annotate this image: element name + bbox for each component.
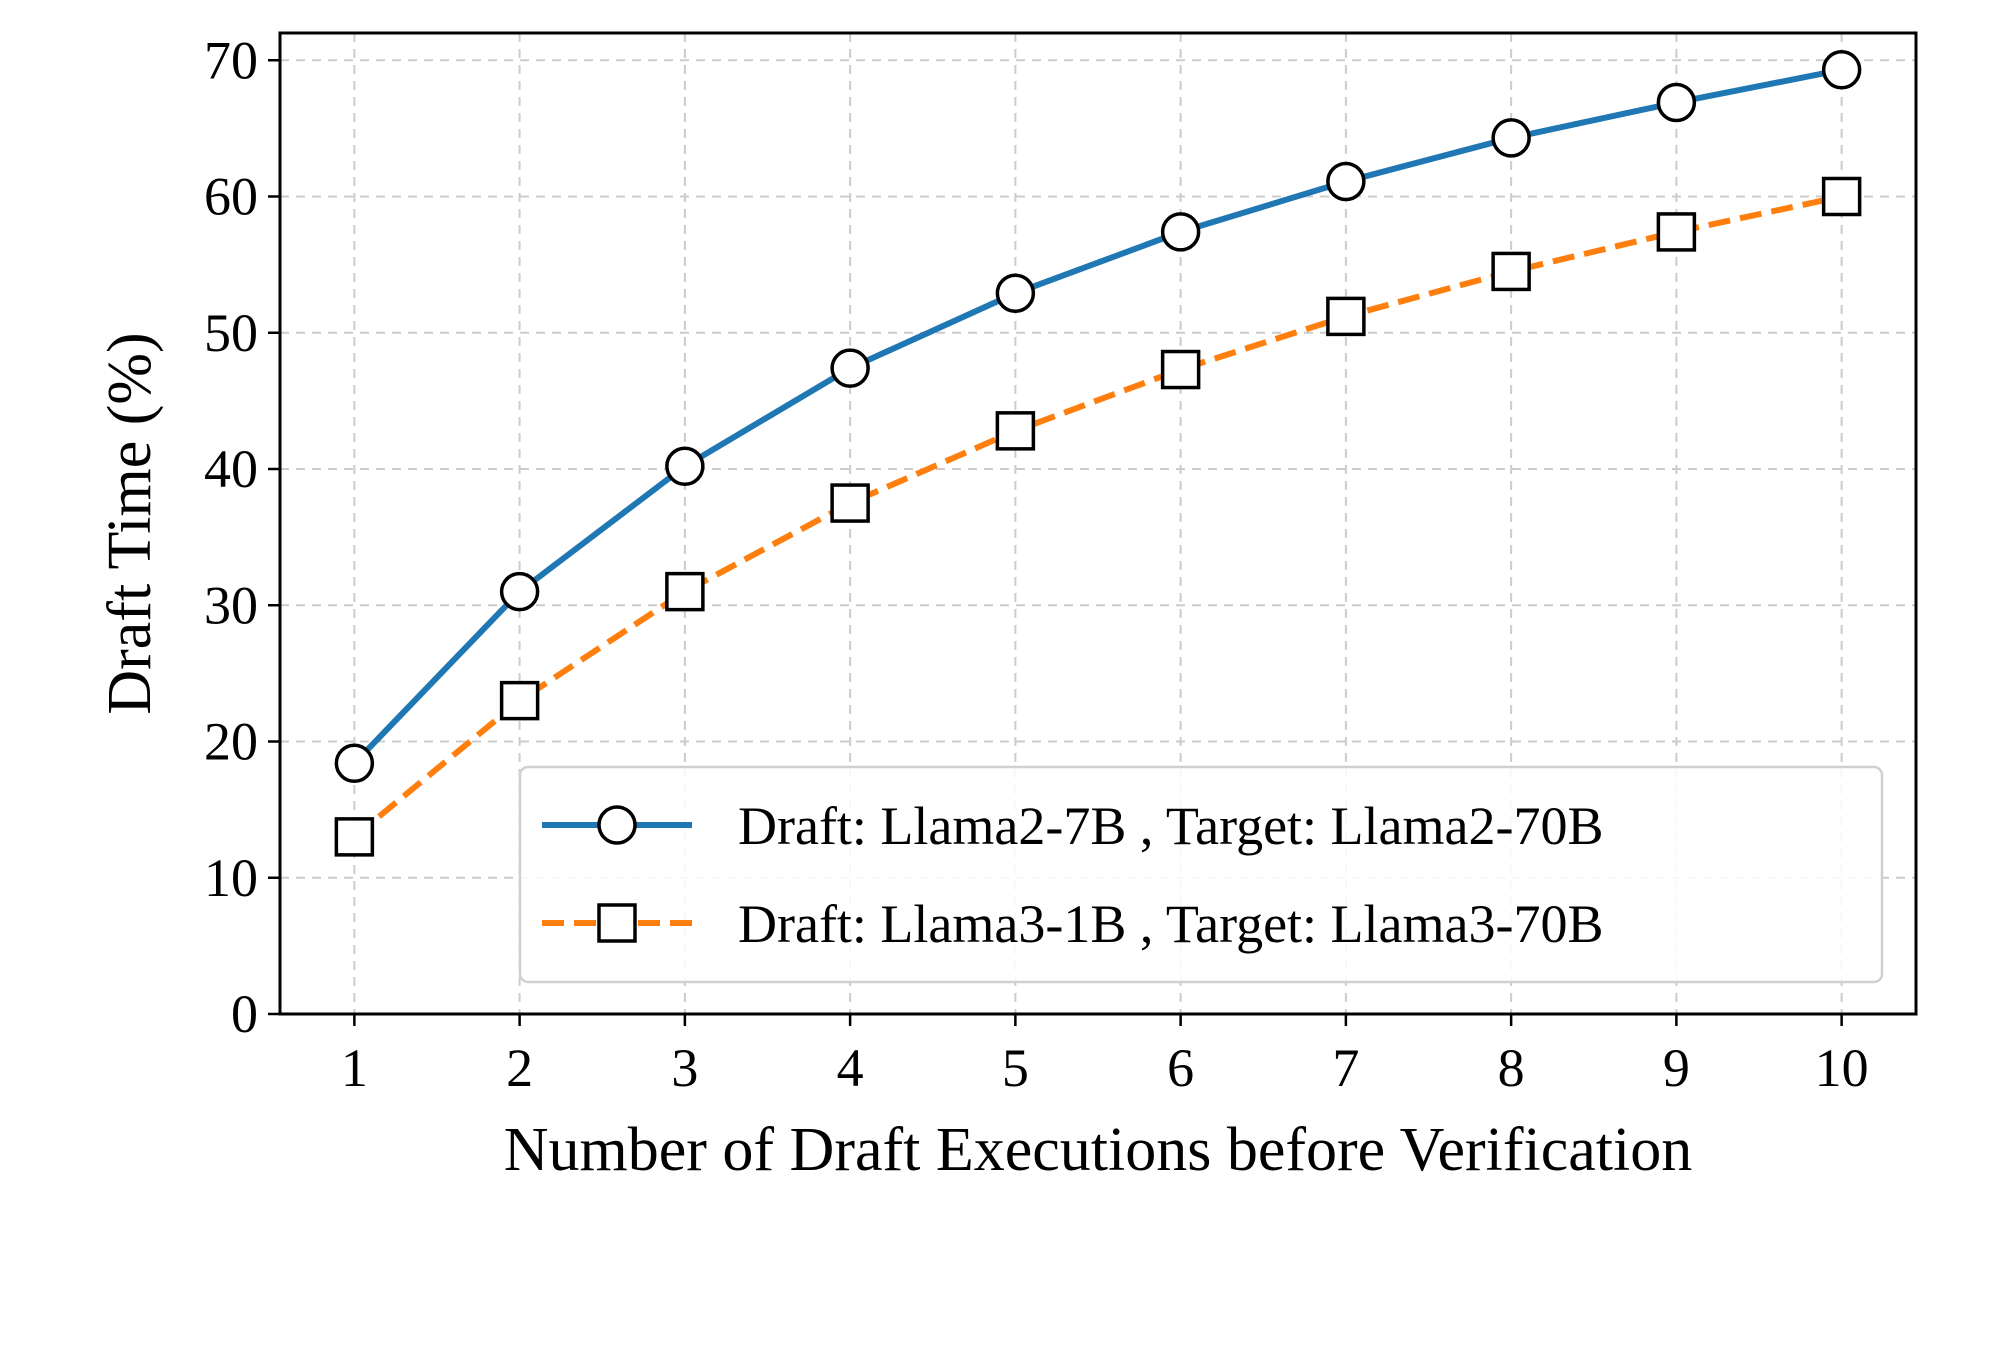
data-point-circle — [1491, 118, 1531, 158]
legend-marker-square — [597, 903, 637, 943]
y-tick-label: 40 — [204, 439, 258, 499]
data-point-square — [665, 571, 705, 612]
data-point-square — [1821, 176, 1862, 217]
data-point-circle — [1160, 212, 1201, 252]
data-point-circle — [499, 571, 540, 612]
y-tick-label: 30 — [204, 575, 258, 635]
data-point-square — [499, 680, 540, 721]
y-tick-label: 10 — [204, 848, 258, 908]
series-line — [352, 193, 1843, 840]
data-point-square — [1326, 296, 1366, 337]
series-1 — [334, 50, 1862, 784]
y-axis-label: Draft Time (%) — [96, 332, 164, 714]
data-point-square — [1160, 349, 1201, 390]
plot-frame — [278, 31, 1918, 1016]
x-tick-label: 3 — [671, 1038, 698, 1098]
series-2 — [334, 176, 1862, 857]
x-tick-label: 5 — [1002, 1038, 1029, 1098]
legend: Draft: Llama2-7B , Target: Llama2-70B Dra… — [518, 765, 1884, 984]
x-tick-label: 9 — [1663, 1038, 1690, 1098]
data-point-circle — [830, 348, 870, 388]
x-tick-label: 10 — [1815, 1038, 1869, 1098]
y-tick-label: 60 — [204, 167, 258, 227]
legend-entry-1: Draft: Llama2-7B , Target: Llama2-70B — [542, 796, 1603, 856]
data-point-circle — [1821, 50, 1862, 90]
data-point-circle — [334, 743, 375, 784]
y-tick-label: 70 — [204, 30, 258, 90]
legend-label: Draft: Llama2-7B , Target: Llama2-70B — [738, 796, 1603, 856]
series-line — [351, 66, 1845, 767]
data-point-circle — [995, 273, 1036, 313]
x-tick-label: 7 — [1332, 1038, 1359, 1098]
x-tick-label: 1 — [341, 1038, 368, 1098]
ticks: 1 2 3 4 5 6 7 8 9 10 0 10 20 30 40 50 60 70 — [204, 30, 1869, 1098]
legend-box — [518, 765, 1884, 984]
x-tick-label: 6 — [1167, 1038, 1194, 1098]
legend-label: Draft: Llama3-1B , Target: Llama3-70B — [738, 894, 1603, 954]
legend-entry-2: Draft: Llama3-1B , Target: Llama3-70B — [542, 894, 1603, 954]
data-point-square — [334, 817, 375, 857]
data-point-circle — [1656, 82, 1697, 123]
x-tick-label: 2 — [506, 1038, 533, 1098]
data-point-square — [1656, 212, 1697, 252]
data-point-square — [1491, 251, 1531, 292]
data-point-square — [995, 411, 1036, 451]
series-layer — [334, 50, 1862, 857]
y-tick-label: 50 — [204, 303, 258, 363]
x-tick-label: 4 — [837, 1038, 864, 1098]
y-tick-label: 20 — [204, 712, 258, 772]
x-tick-label: 8 — [1498, 1038, 1525, 1098]
data-point-circle — [1326, 161, 1366, 202]
data-point-circle — [665, 446, 705, 487]
x-axis-label: Number of Draft Executions before Verifi… — [504, 1116, 1692, 1184]
legend-marker-circle — [597, 805, 637, 845]
y-tick-label: 0 — [231, 984, 258, 1044]
data-point-square — [830, 483, 870, 523]
